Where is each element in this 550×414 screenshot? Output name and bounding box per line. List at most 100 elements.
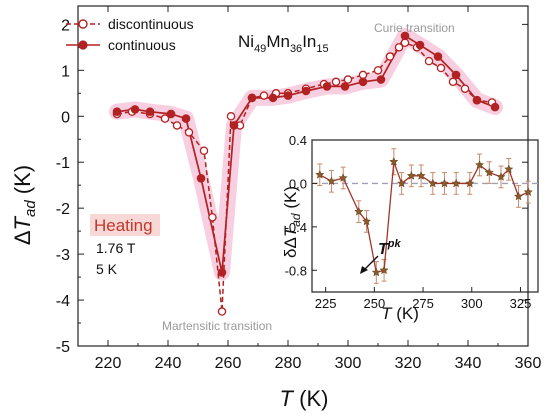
inset-point	[465, 178, 475, 188]
point-discontinuous	[394, 43, 404, 52]
main-y-tick-label: -3	[56, 247, 70, 264]
point-continuous	[283, 91, 293, 100]
point-continuous	[358, 77, 368, 87]
point-discontinuous	[385, 52, 395, 61]
curve-highlight	[109, 27, 503, 281]
point-continuous	[472, 95, 482, 105]
martensitic-transition-label: Martensitic transition	[162, 319, 272, 333]
inset-x-axis-title: T (K)	[381, 304, 419, 323]
main-x-tick-label: 260	[215, 355, 242, 372]
point-continuous	[181, 114, 191, 123]
inset-point	[484, 167, 494, 177]
inset-y-tick-label: 0.0	[289, 176, 307, 191]
main-y-axis-title: ΔTad (K)	[10, 165, 39, 245]
point-continuous	[112, 107, 122, 116]
main-x-tick-label: 340	[455, 355, 482, 372]
main-y-tick-label: -1	[56, 155, 70, 172]
inset-series-layer	[315, 148, 533, 284]
inset-x-tick-label: 225	[315, 296, 337, 311]
point-continuous	[268, 93, 278, 103]
main-y-tick-label: 0	[61, 109, 70, 126]
inset-point	[451, 178, 461, 188]
tpk-arrowhead	[360, 266, 368, 274]
point-discontinuous	[343, 75, 353, 84]
point-discontinuous	[373, 66, 383, 75]
point-discontinuous	[259, 91, 269, 100]
point-discontinuous	[460, 84, 470, 93]
main-x-tick-label: 320	[395, 355, 422, 372]
point-continuous	[229, 121, 239, 130]
point-continuous	[400, 31, 410, 41]
tpk-arrow-line	[363, 255, 379, 271]
inset-point	[338, 173, 348, 182]
inset-point	[406, 170, 416, 180]
main-plot-frame	[77, 5, 529, 347]
point-continuous	[145, 107, 155, 116]
main-y-tick-label: -5	[56, 339, 70, 356]
point-discontinuous	[199, 146, 209, 155]
point-continuous	[322, 82, 332, 91]
point-continuous	[433, 52, 443, 61]
point-continuous	[130, 105, 140, 114]
inset-point	[389, 156, 399, 166]
point-continuous	[376, 75, 386, 84]
heating-label: Heating	[94, 216, 153, 235]
point-continuous	[301, 86, 311, 96]
inset-x-tick-label: 275	[412, 296, 434, 311]
point-discontinuous	[172, 121, 182, 130]
inset-point	[379, 265, 389, 275]
inset-x-tick-label: 250	[363, 296, 385, 311]
legend: discontinuous continuous	[66, 16, 194, 53]
tpk-label: Tpk	[378, 238, 402, 258]
inset-series-line	[319, 161, 529, 274]
heating-box	[90, 214, 160, 236]
inset-point	[439, 178, 450, 188]
point-continuous	[451, 70, 461, 80]
point-continuous	[340, 82, 350, 91]
point-continuous	[490, 102, 500, 112]
inset-y-tick-label: -0.8	[285, 263, 307, 278]
series-line-continuous	[116, 34, 496, 273]
main-x-axis-title: T (K)	[280, 386, 329, 411]
field-label: 1.76 T	[96, 240, 136, 256]
point-discontinuous	[184, 128, 194, 137]
point-continuous	[196, 173, 206, 183]
inset-y-tick-label: -0.4	[285, 220, 307, 235]
main-y-tick-label: 2	[61, 17, 70, 34]
point-discontinuous	[208, 213, 217, 222]
inset-plot-frame	[311, 139, 539, 293]
point-discontinuous	[217, 307, 227, 316]
inset-point	[504, 164, 514, 174]
inset-y-tick-label: 0.4	[289, 133, 307, 148]
legend-marker-discontinuous	[78, 19, 88, 29]
inset-point	[354, 206, 364, 216]
inset-point	[315, 169, 325, 179]
inset-point	[428, 178, 438, 188]
point-discontinuous	[424, 56, 434, 66]
point-discontinuous	[331, 77, 341, 87]
inset-point	[523, 187, 533, 197]
inset-axes: 225 250 275 300 325 0.4 0.0 -0.4 -0.8	[285, 133, 539, 311]
inset-point	[371, 267, 381, 277]
main-x-tick-label: 220	[95, 355, 122, 372]
curve-highlight-band	[109, 27, 503, 281]
inset-x-tick-label: 325	[510, 296, 532, 311]
rate-label: 5 K	[96, 261, 118, 277]
inset-point	[474, 160, 485, 169]
legend-marker-continuous	[78, 40, 88, 50]
inset-point	[416, 170, 426, 180]
inset-point	[361, 216, 372, 226]
inset-y-axis-title: δΔTad (K)	[281, 186, 303, 258]
legend-label-continuous: continuous	[108, 37, 176, 53]
main-y-tick-label: -4	[56, 293, 70, 310]
point-discontinuous	[400, 38, 410, 48]
main-y-tick-label: -2	[56, 201, 70, 218]
main-series-layer	[112, 31, 500, 316]
inset-point	[397, 178, 407, 188]
main-y-tick-label: 1	[61, 63, 70, 80]
point-discontinuous	[226, 112, 236, 121]
point-continuous	[166, 109, 176, 119]
compound-formula: Ni49Mn36In15	[238, 32, 329, 55]
point-continuous	[415, 40, 425, 50]
